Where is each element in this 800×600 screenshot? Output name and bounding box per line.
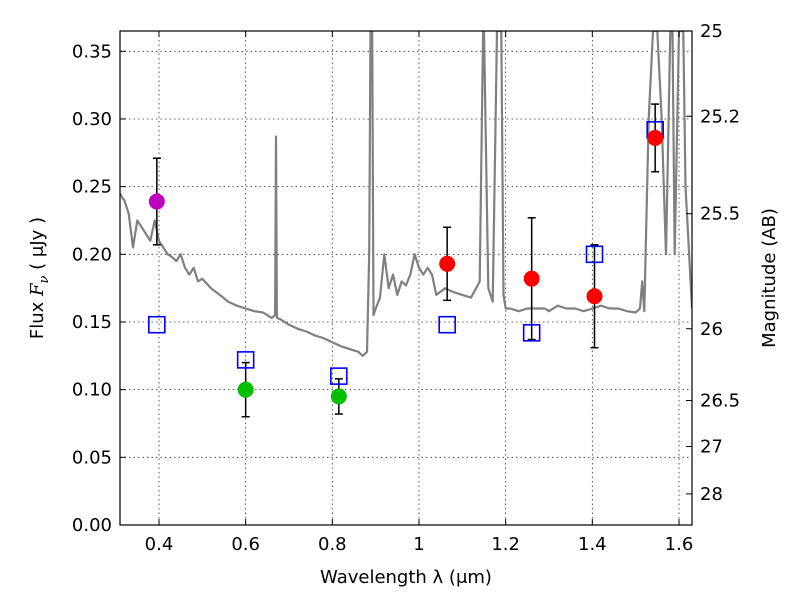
model-point-square [585,245,604,264]
x-tick-label: 1.4 [578,534,607,555]
x-tick-label: 0.8 [318,534,347,555]
y2-tick-label: 28 [700,484,723,505]
y-axis-label-unit: ( μJy ) [27,217,48,276]
grid [120,31,692,525]
data-points [148,103,664,418]
y-axis-label-prefix: Flux [27,296,48,339]
x-tick-label: 1.6 [665,534,694,555]
y-axis-label: Flux Fν ( μJy ) [27,217,52,339]
measured-point [237,381,254,398]
y2-tick-label: 26.5 [700,390,740,411]
x-tick-label: 1 [413,534,424,555]
measured-point [330,388,347,405]
x-tick-label: 0.6 [231,534,260,555]
measured-point [586,288,603,305]
y2-tick-label: 26 [700,319,723,340]
y-tick-label: 0.30 [72,109,112,130]
model-spectrum [120,31,692,357]
measured-point [523,270,540,287]
plot-frame [119,30,693,526]
y2-tick-label: 25.5 [700,204,740,225]
y-axis-label-sub: ν [37,275,52,283]
y-tick-label: 0.00 [72,515,112,536]
x-tick-label: 0.4 [145,534,174,555]
y-tick-label: 0.35 [72,41,112,62]
x-axis-label: Wavelength λ (μm) [320,567,492,588]
y2-tick-label: 25.2 [700,106,740,127]
measured-point [647,129,664,146]
measured-point [148,193,165,210]
measured-point [439,255,456,272]
model-point-square [522,324,541,342]
ticks: 0.4 0.6 0.8 1 1.2 1.4 1.6 0.00 0.05 0.10 0.15 0.20 0… [72,21,740,555]
y-tick-label: 0.25 [72,177,112,198]
model-point-square [236,351,255,369]
x-tick-label: 1.2 [491,534,520,555]
y-axis-label-var: F [27,282,48,297]
y-tick-label: 0.15 [72,312,112,333]
model-point-square [330,367,348,385]
y2-tick-label: 27 [700,437,723,458]
model-point-square [438,315,456,334]
y-tick-label: 0.20 [72,244,112,265]
y2-tick-label: 25 [700,21,723,42]
model-point-square [148,315,166,334]
y-tick-label: 0.10 [72,380,112,401]
y-tick-label: 0.05 [72,447,112,468]
spectrum-line [120,31,692,357]
y2-axis-label: Magnitude (AB) [759,208,780,348]
